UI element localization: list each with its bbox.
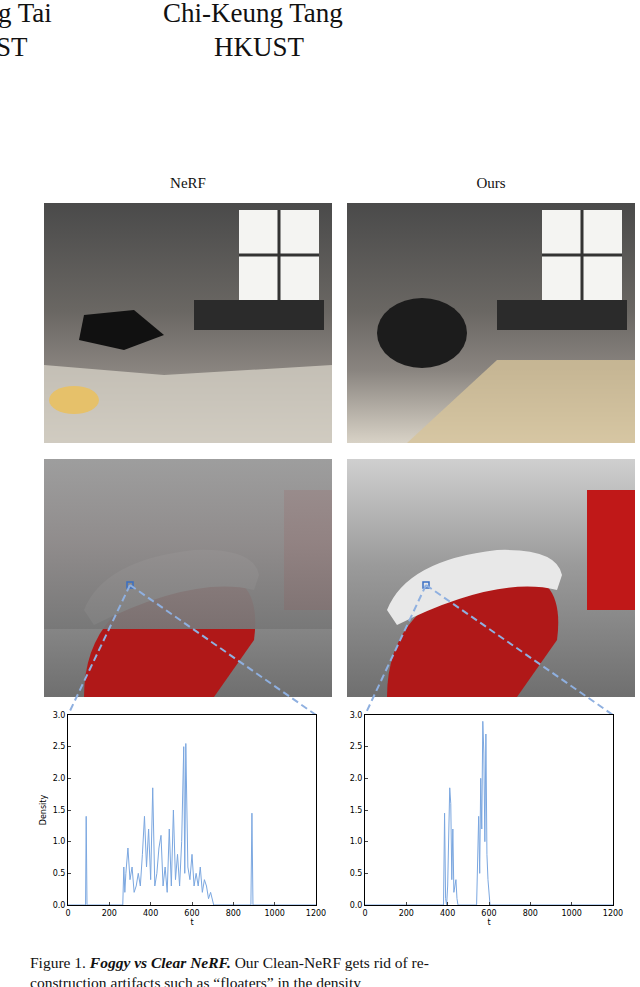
svg-text:2.0: 2.0 xyxy=(53,774,66,783)
svg-text:0.0: 0.0 xyxy=(350,901,363,910)
svg-text:1.5: 1.5 xyxy=(53,806,66,815)
svg-text:t: t xyxy=(190,918,193,927)
svg-text:400: 400 xyxy=(440,909,455,918)
svg-text:0.5: 0.5 xyxy=(53,869,66,878)
svg-text:2.5: 2.5 xyxy=(53,742,66,751)
svg-text:200: 200 xyxy=(102,909,117,918)
svg-text:1000: 1000 xyxy=(264,909,284,918)
svg-text:2.0: 2.0 xyxy=(350,774,363,783)
svg-text:0: 0 xyxy=(65,909,70,918)
svg-text:Density: Density xyxy=(39,795,48,826)
svg-text:800: 800 xyxy=(226,909,241,918)
svg-text:3.0: 3.0 xyxy=(53,711,66,720)
svg-text:2.5: 2.5 xyxy=(350,742,363,751)
svg-text:200: 200 xyxy=(399,909,414,918)
html-text:NeRF: NeRF xyxy=(170,175,206,191)
svg-text:1.0: 1.0 xyxy=(350,837,363,846)
svg-text:1200: 1200 xyxy=(603,909,623,918)
svg-text:1200: 1200 xyxy=(306,909,326,918)
svg-text:3.0: 3.0 xyxy=(350,711,363,720)
svg-text:1.0: 1.0 xyxy=(53,837,66,846)
svg-text:400: 400 xyxy=(143,909,158,918)
svg-text:1.5: 1.5 xyxy=(350,806,363,815)
svg-text:t: t xyxy=(487,918,490,927)
html-text:HKUST: HKUST xyxy=(214,32,304,62)
html-text:Ours: Ours xyxy=(476,175,506,191)
svg-text:0: 0 xyxy=(362,909,367,918)
svg-text:0.0: 0.0 xyxy=(53,901,66,910)
svg-text:600: 600 xyxy=(184,909,199,918)
html-text:Figure 1. Foggy vs Clear NeRF.: Figure 1. Foggy vs Clear NeRF. Our Clean… xyxy=(30,954,429,971)
svg-text:0.5: 0.5 xyxy=(350,869,363,878)
svg-text:600: 600 xyxy=(481,909,496,918)
svg-text:800: 800 xyxy=(523,909,538,918)
svg-text:1000: 1000 xyxy=(561,909,581,918)
